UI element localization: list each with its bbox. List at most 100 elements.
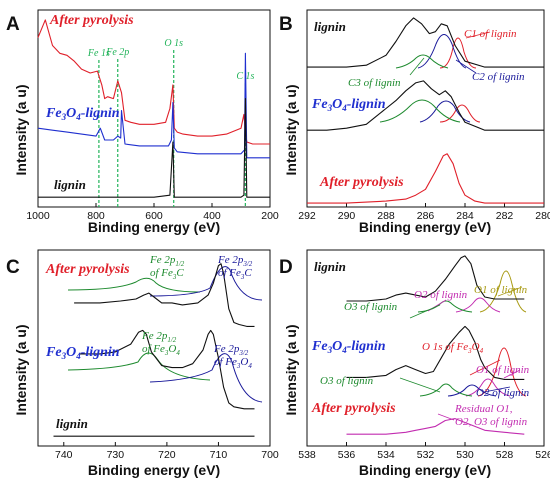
panel-b-fits <box>379 34 481 123</box>
panel-a-marker-label-2: O 1s <box>164 38 183 49</box>
panel-c-fe3o4-2p12-fit <box>67 352 211 381</box>
panel-d-series-lignin <box>346 255 525 302</box>
panel-d: D Intensity (a u) 538 536 534 532 530 528 526 … <box>279 249 550 478</box>
panel-d-fe3o4-o1-fit <box>465 378 511 397</box>
panel-d-residual-label-line1: Residual O1, <box>454 403 513 415</box>
panel-b-xtick-label-6: 280 <box>535 210 550 222</box>
panel-b-xtick-label-4: 284 <box>456 210 474 222</box>
panel-c-xtick-label-3: 710 <box>210 449 228 461</box>
panel-a-series <box>37 19 270 198</box>
panel-c-series-after-pyrolysis <box>74 263 255 327</box>
panel-d-o2-label: O2 of lignin <box>414 289 468 301</box>
panel-b-c1-leader <box>465 31 491 39</box>
panel-b-xticks: 292 290 288 286 284 282 280 <box>298 203 550 222</box>
panel-c-frame <box>37 249 271 447</box>
panel-a-marker-label-1: Fe 2p <box>105 47 129 58</box>
panel-a-marker-label-0: Fe 1s <box>87 48 110 59</box>
panel-d-xticks: 538 536 534 532 530 528 526 <box>298 442 550 461</box>
panel-b-xtick-label-2: 288 <box>377 210 395 222</box>
panel-c-label: C <box>6 257 20 278</box>
panel-b-xtick-label-5: 282 <box>496 210 514 222</box>
panel-c: C Intensity (a u) 740 730 720 710 700 Bindin… <box>6 249 279 478</box>
panel-c-lignin-label: lignin <box>56 416 88 431</box>
panel-c-xtick-label-1: 730 <box>107 449 125 461</box>
panel-d-ylabel: Intensity (a u) <box>283 324 299 415</box>
panel-b-xtick-label-0: 292 <box>298 210 316 222</box>
panel-d-xtick-label-2: 534 <box>377 449 395 461</box>
panel-c-xtick-label-2: 720 <box>158 449 176 461</box>
panel-b-lignin-c1-fit <box>439 37 477 69</box>
panel-a-xtick-label-1: 800 <box>87 210 105 222</box>
panel-b-c3-label: C3 of lignin <box>348 77 401 89</box>
panel-b-xtick-label-3: 286 <box>417 210 435 222</box>
panel-d-fe3o4-o2-fit <box>447 384 497 397</box>
panel-a-xticks: 1000 800 600 400 200 <box>26 203 279 222</box>
panel-a-xlabel: Binding energy (eV) <box>88 219 220 235</box>
panel-d-o3-leader <box>409 304 441 319</box>
panel-a-lignin-label: lignin <box>54 177 86 192</box>
panel-b-c3-leader <box>409 57 425 76</box>
panel-b-fe3o4-c1-fit <box>439 104 481 123</box>
panel-d-series-after-pyrolysis <box>346 418 525 435</box>
panel-b-lignin-label: lignin <box>314 19 346 34</box>
panel-b-fe3o4-c3-fit <box>379 99 461 123</box>
panel-c-series <box>53 263 255 437</box>
panel-d-o3-label: O3 of lignin <box>344 301 398 313</box>
panel-d-lignin-label: lignin <box>314 259 346 274</box>
panel-a: A Intensity (a u) 1000 800 600 400 200 Bindi… <box>6 9 279 235</box>
panel-a-after-pyrolysis-label: After pyrolysis <box>49 13 134 28</box>
panel-d-after-pyrolysis-label: After pyrolysis <box>311 401 396 416</box>
panel-a-fe3o4-label: Fe3O4-lignin <box>45 106 120 122</box>
panel-d-xtick-label-4: 530 <box>456 449 474 461</box>
panel-c-fe3c-2p12-fit <box>67 277 201 293</box>
panel-b-lignin-c3-fit <box>395 54 449 69</box>
panel-d-o1-leader <box>497 286 523 297</box>
panel-b-series <box>307 17 544 204</box>
panel-c-fe3o4-label: Fe3O4-lignin <box>45 345 120 361</box>
panel-d-fe-o2-leader <box>483 386 511 393</box>
panel-d-label: D <box>279 257 293 278</box>
panel-c-xlabel: Binding energy (eV) <box>88 462 220 478</box>
panel-a-ylabel: Intensity (a u) <box>13 84 29 175</box>
panel-b-series-fe3o4-lignin <box>307 80 544 131</box>
panel-b-series-after-pyrolysis <box>307 153 544 204</box>
panel-d-o1s-label: O 1s of Fe3O4 <box>422 341 484 355</box>
panel-d-lignin-o1-fit <box>479 270 527 313</box>
panel-d-fe3o4-label: Fe3O4-lignin <box>311 339 386 355</box>
panel-d-lignin-o2-fit <box>455 297 501 313</box>
panel-d-xlabel: Binding energy (eV) <box>359 462 491 478</box>
panel-d-xtick-label-1: 536 <box>338 449 356 461</box>
panel-c-fe3o4-2p32-label-line1: Fe 2p3/2 <box>213 343 249 357</box>
panel-c-fe3c-2p12-label-line2: of Fe3C <box>150 267 184 281</box>
panel-a-xtick-label-0: 1000 <box>26 210 50 222</box>
panel-b-xlabel: Binding energy (eV) <box>359 219 491 235</box>
panel-b-after-pyrolysis-label: After pyrolysis <box>319 175 404 190</box>
panel-a-label: A <box>6 14 20 35</box>
panel-c-xticks: 740 730 720 710 700 <box>55 442 279 461</box>
panel-c-fe3c-2p32-fit <box>149 266 263 301</box>
panel-a-series-after-pyrolysis <box>37 19 270 145</box>
panel-d-o1-label: O1 of lignin <box>474 284 528 296</box>
panel-b: B Intensity (a u) 292 290 288 286 284 282 280 … <box>279 9 550 235</box>
panel-b-c2-label: C2 of lignin <box>472 71 525 83</box>
panel-c-ylabel: Intensity (a u) <box>13 324 29 415</box>
panel-d-xtick-label-3: 532 <box>417 449 435 461</box>
panel-b-fe3o4-label: Fe3O4-lignin <box>311 97 386 113</box>
panel-c-series-fe3o4-lignin <box>79 329 255 410</box>
panel-c-xtick-label-0: 740 <box>55 449 73 461</box>
panel-c-fe3c-2p12-label-line1: Fe 2p1/2 <box>149 254 185 268</box>
panel-d-xtick-label-5: 528 <box>496 449 514 461</box>
panel-b-c1-label: C1 of lignin <box>464 28 517 40</box>
panel-a-series-fe3o4-lignin <box>37 52 270 159</box>
panel-a-xtick-label-2: 600 <box>145 210 163 222</box>
panel-c-after-pyrolysis-label: After pyrolysis <box>45 262 130 277</box>
panel-d-xtick-label-0: 538 <box>298 449 316 461</box>
panel-d-fe-o3-leader <box>399 377 441 393</box>
panel-b-c2-leader <box>455 59 477 74</box>
panel-c-fe3c-2p32-label-line2: of Fe3C <box>218 267 252 281</box>
panel-c-fe3o4-2p12-label-line2: of Fe3O4 <box>142 343 180 357</box>
panel-a-series-lignin <box>38 98 270 198</box>
panel-c-fits <box>67 266 263 403</box>
panel-d-fe-o1-label: O1 of lignin <box>476 364 530 376</box>
